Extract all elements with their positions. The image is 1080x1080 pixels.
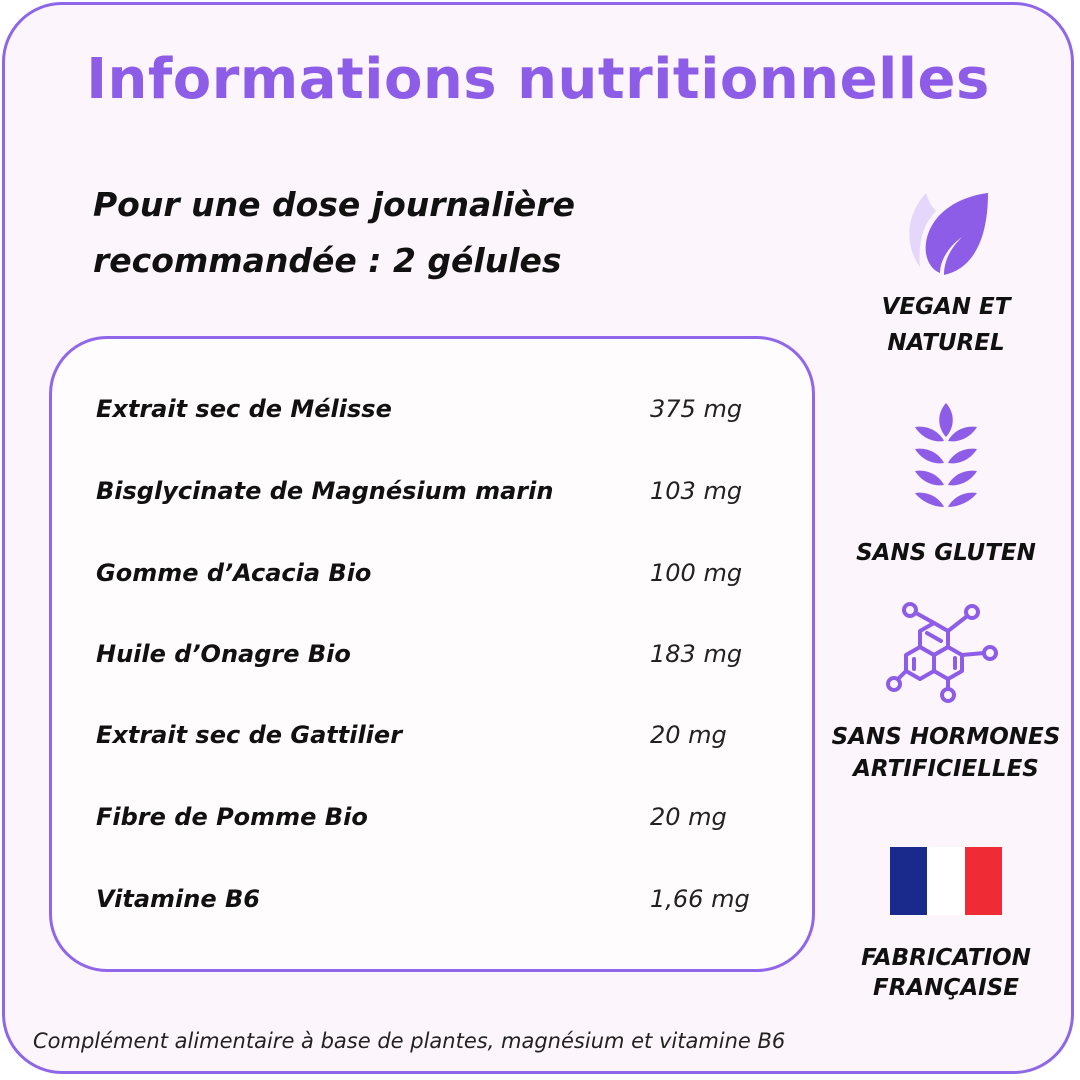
ingredient-name: Extrait sec de Gattilier [96,721,403,749]
ingredient-row: Gomme d’Acacia Bio 100 mg [52,559,812,599]
badge-france: FABRICATION FRANÇAISE [831,847,1061,1003]
wheat-icon [915,403,977,507]
badge-gluten-line1: SANS GLUTEN [856,540,1036,566]
ingredient-amount: 375 mg [650,395,743,423]
ingredient-amount: 20 mg [650,721,727,749]
ingredient-amount: 103 mg [650,477,743,505]
french-flag-icon [890,847,1002,915]
ingredient-row: Extrait sec de Mélisse 375 mg [52,395,812,435]
ingredient-amount: 183 mg [650,640,743,668]
badge-gluten: SANS GLUTEN [831,401,1061,571]
badge-hormones-line1: SANS HORMONES [831,724,1061,750]
page-title: Informations nutritionnelles [86,47,990,112]
dose-subtitle: Pour une dose journalière recommandée : … [93,177,653,289]
ingredient-name: Bisglycinate de Magnésium marin [96,477,554,505]
ingredient-row: Extrait sec de Gattilier 20 mg [52,721,812,761]
ingredient-amount: 1,66 mg [650,885,750,913]
badge-hormones-line2: ARTIFICIELLES [853,756,1039,782]
dose-subtitle-line2: recommandée : 2 gélules [93,241,562,280]
badge-vegan-line2: NATUREL [887,330,1005,356]
ingredient-amount: 100 mg [650,559,743,587]
ingredient-name: Vitamine B6 [96,885,260,913]
badge-vegan-line1: VEGAN ET [881,294,1011,320]
ingredient-name: Gomme d’Acacia Bio [96,559,372,587]
ingredient-row: Vitamine B6 1,66 mg [52,885,812,925]
ingredient-amount: 20 mg [650,803,727,831]
badge-hormones: SANS HORMONES ARTIFICIELLES [831,601,1061,785]
ingredient-name: Extrait sec de Mélisse [96,395,392,423]
dose-subtitle-line1: Pour une dose journalière [93,185,575,224]
ingredient-row: Fibre de Pomme Bio 20 mg [52,803,812,843]
ingredient-row: Bisglycinate de Magnésium marin 103 mg [52,477,812,517]
ingredient-row: Huile d’Onagre Bio 183 mg [52,640,812,680]
molecule-icon [886,602,998,703]
leaf-icon [909,193,988,275]
badge-france-line1: FABRICATION [861,945,1031,971]
badge-vegan: VEGAN ET NATUREL [831,185,1061,361]
ingredient-name: Huile d’Onagre Bio [96,640,351,668]
footnote: Complément alimentaire à base de plantes… [33,1029,786,1053]
ingredients-table: Extrait sec de Mélisse 375 mg Bisglycina… [49,336,815,972]
badge-france-line2: FRANÇAISE [873,975,1019,1001]
ingredient-name: Fibre de Pomme Bio [96,803,368,831]
